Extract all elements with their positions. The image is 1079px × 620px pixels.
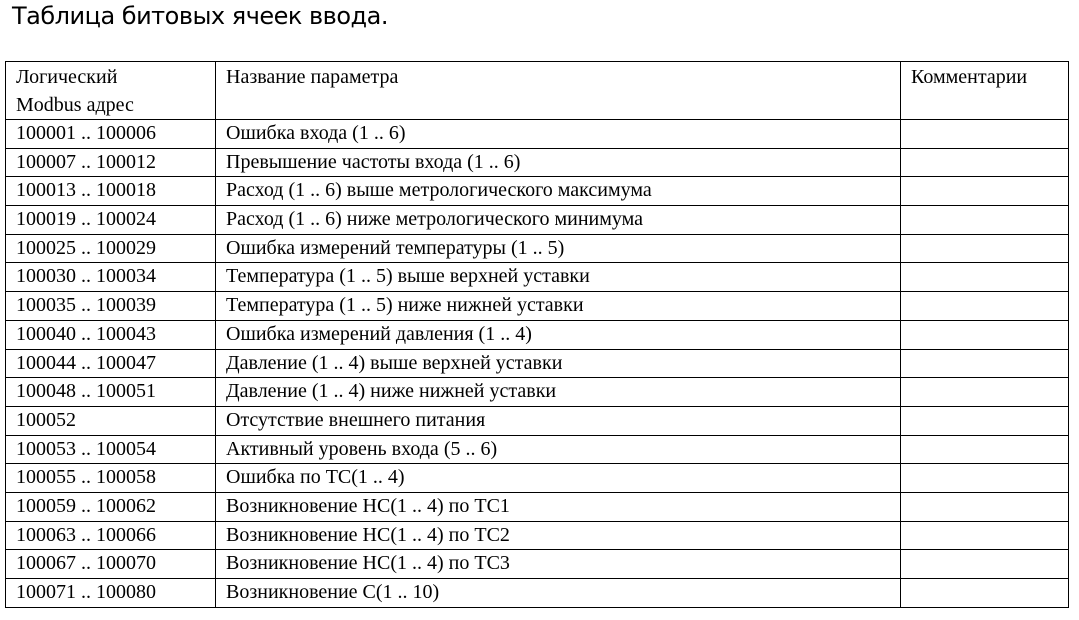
cell-address: 100013 .. 100018: [5, 176, 216, 207]
cell-address: 100053 .. 100054: [5, 434, 216, 465]
table-row: 100019 .. 100024 Расход (1 .. 6) ниже мет…: [5, 205, 1069, 235]
cell-comment: [900, 405, 1069, 436]
cell-name: Возникновение НС(1 .. 4) по ТС1: [215, 491, 901, 522]
cell-comment: [900, 578, 1069, 608]
cell-name: Отсутствие внешнего питания: [215, 405, 901, 436]
cell-address: 100071 .. 100080: [5, 578, 216, 608]
cell-address: 100067 .. 100070: [5, 549, 216, 579]
table-row: 100007 .. 100012 Превышение частоты входа…: [5, 147, 1069, 178]
cell-comment: [900, 520, 1069, 551]
cell-address: 100001 .. 100006: [5, 119, 216, 149]
cell-name: Давление (1 .. 4) ниже нижней уставки: [215, 377, 901, 407]
table-row: 100044 .. 100047 Давление (1 .. 4) выше в…: [5, 348, 1069, 379]
cell-comment: [900, 147, 1069, 178]
header-address: Логический Modbus адрес: [5, 61, 216, 120]
cell-comment: [900, 262, 1069, 293]
cell-comment: [900, 348, 1069, 379]
cell-address: 100030 .. 100034: [5, 262, 216, 293]
table-row: 100048 .. 100051 Давление (1 .. 4) ниже н…: [5, 377, 1069, 407]
table-row: 100025 .. 100029 Ошибка измерений темпера…: [5, 233, 1069, 264]
cell-comment: [900, 119, 1069, 149]
cell-name: Ошибка измерений температуры (1 .. 5): [215, 233, 901, 264]
table-row: 100040 .. 100043 Ошибка измерений давлени…: [5, 319, 1069, 350]
bit-cells-table: Логический Modbus адрес Название парамет…: [5, 61, 1069, 608]
cell-name: Возникновение НС(1 .. 4) по ТС2: [215, 520, 901, 551]
cell-comment: [900, 377, 1069, 407]
cell-comment: [900, 319, 1069, 350]
table-row: 100052 Отсутствие внешнего питания: [5, 405, 1069, 436]
header-name: Название параметра: [215, 61, 901, 120]
cell-comment: [900, 463, 1069, 493]
table-row: 100059 .. 100062 Возникновение НС(1 .. 4)…: [5, 491, 1069, 522]
cell-address: 100040 .. 100043: [5, 319, 216, 350]
cell-address: 100035 .. 100039: [5, 291, 216, 321]
cell-name: Температура (1 .. 5) ниже нижней уставки: [215, 291, 901, 321]
table-row: 100035 .. 100039 Температура (1 .. 5) ниж…: [5, 291, 1069, 321]
cell-address: 100059 .. 100062: [5, 491, 216, 522]
cell-address: 100025 .. 100029: [5, 233, 216, 264]
cell-name: Превышение частоты входа (1 .. 6): [215, 147, 901, 178]
header-comment: Комментарии: [900, 61, 1069, 120]
cell-comment: [900, 233, 1069, 264]
cell-name: Активный уровень входа (5 .. 6): [215, 434, 901, 465]
header-address-text: Логический Modbus адрес: [16, 66, 134, 116]
table-row: 100013 .. 100018 Расход (1 .. 6) выше мет…: [5, 176, 1069, 207]
cell-name: Расход (1 .. 6) ниже метрологического ми…: [215, 205, 901, 235]
cell-comment: [900, 176, 1069, 207]
table-row: 100053 .. 100054 Активный уровень входа (…: [5, 434, 1069, 465]
cell-comment: [900, 291, 1069, 321]
cell-name: Ошибка по ТС(1 .. 4): [215, 463, 901, 493]
cell-comment: [900, 491, 1069, 522]
table-header-row: Логический Modbus адрес Название парамет…: [5, 61, 1069, 120]
cell-address: 100007 .. 100012: [5, 147, 216, 178]
table-row: 100067 .. 100070 Возникновение НС(1 .. 4)…: [5, 549, 1069, 579]
table-row: 100030 .. 100034 Температура (1 .. 5) выш…: [5, 262, 1069, 293]
cell-address: 100055 .. 100058: [5, 463, 216, 493]
cell-name: Возникновение НС(1 .. 4) по ТС3: [215, 549, 901, 579]
table-row: 100001 .. 100006 Ошибка входа (1 .. 6): [5, 119, 1069, 149]
cell-name: Расход (1 .. 6) выше метрологического ма…: [215, 176, 901, 207]
cell-comment: [900, 205, 1069, 235]
cell-address: 100044 .. 100047: [5, 348, 216, 379]
cell-name: Ошибка входа (1 .. 6): [215, 119, 901, 149]
cell-address: 100048 .. 100051: [5, 377, 216, 407]
cell-comment: [900, 434, 1069, 465]
cell-address: 100052: [5, 405, 216, 436]
table-row: 100055 .. 100058 Ошибка по ТС(1 .. 4): [5, 463, 1069, 493]
table-row: 100063 .. 100066 Возникновение НС(1 .. 4)…: [5, 520, 1069, 551]
document-title: Таблица битовых ячеек ввода.: [12, 2, 388, 30]
cell-name: Ошибка измерений давления (1 .. 4): [215, 319, 901, 350]
cell-name: Возникновение С(1 .. 10): [215, 578, 901, 608]
cell-comment: [900, 549, 1069, 579]
cell-name: Температура (1 .. 5) выше верхней уставк…: [215, 262, 901, 293]
cell-address: 100063 .. 100066: [5, 520, 216, 551]
cell-address: 100019 .. 100024: [5, 205, 216, 235]
cell-name: Давление (1 .. 4) выше верхней уставки: [215, 348, 901, 379]
table-row: 100071 .. 100080 Возникновение С(1 .. 10): [5, 578, 1069, 608]
